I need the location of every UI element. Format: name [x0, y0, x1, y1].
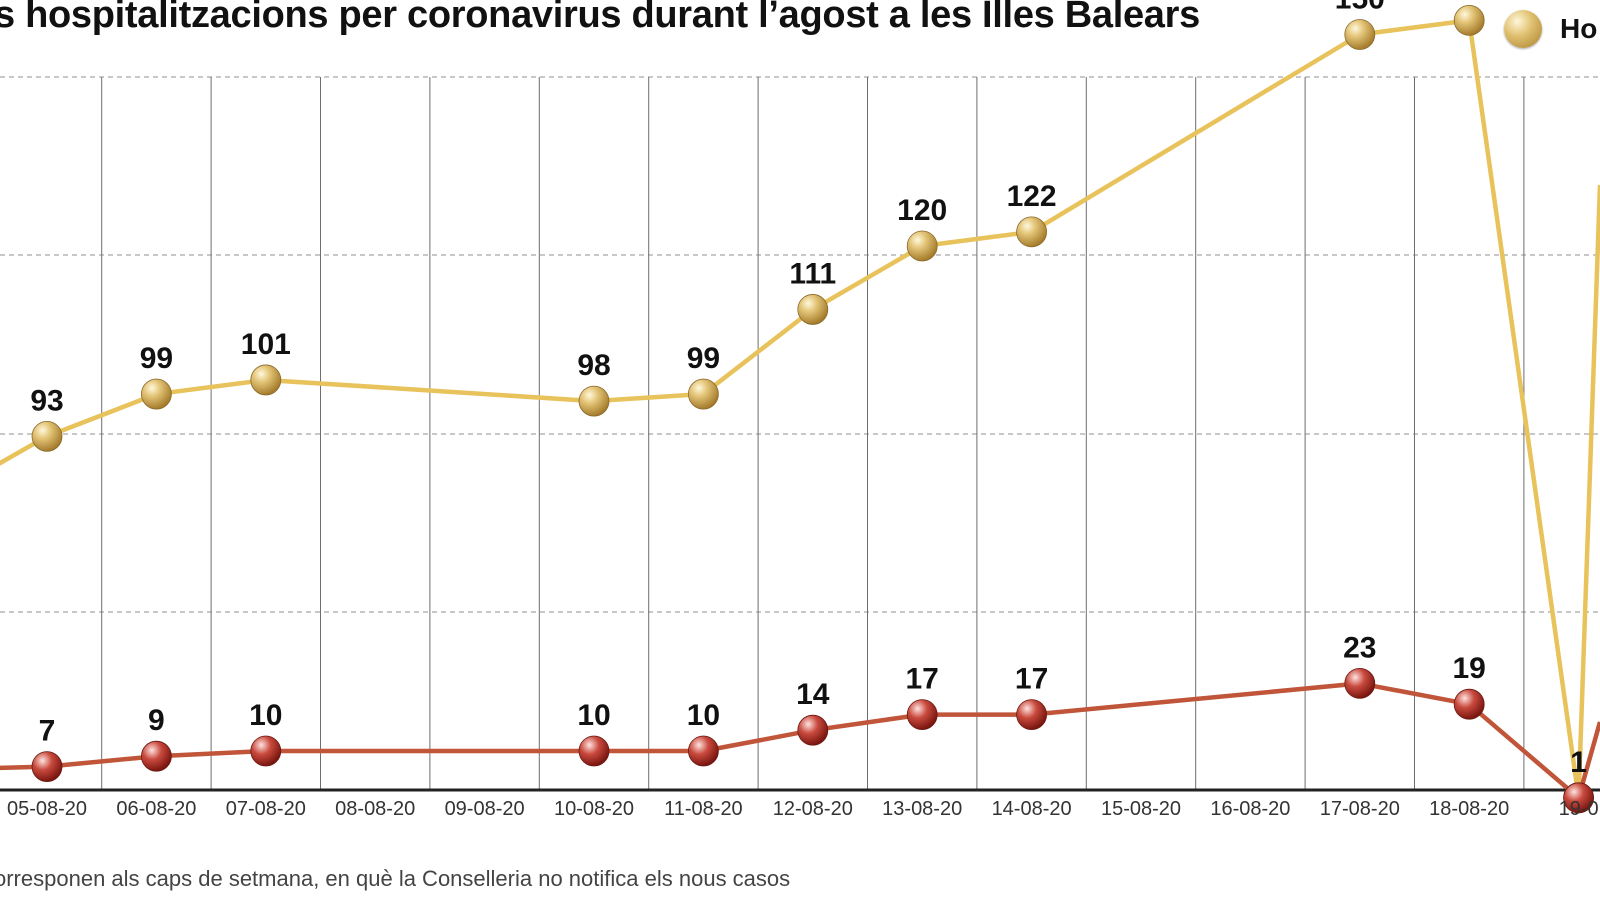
data-point — [688, 735, 719, 767]
series-points — [31, 4, 1594, 814]
data-label: 14 — [796, 678, 830, 711]
chart-title: s hospitalitzacions per coronavirus dura… — [0, 0, 1200, 36]
data-point — [688, 378, 719, 410]
data-label: 23 — [1343, 631, 1376, 664]
data-point — [1563, 782, 1594, 814]
data-label: 120 — [897, 194, 947, 227]
x-tick-labels: 05-08-20 06-08-20 07-08-20 08-08-20 09-08-20… — [7, 798, 1599, 820]
data-point — [140, 378, 172, 410]
data-point — [1453, 4, 1485, 36]
data-label: 10 — [687, 699, 720, 732]
x-tick-label: 18-08-20 — [1429, 798, 1509, 820]
data-point — [1016, 216, 1047, 248]
x-tick-label: 07-08-20 — [226, 798, 306, 820]
data-label: 10 — [577, 699, 610, 732]
grid — [0, 76, 1600, 792]
x-tick-label: 08-08-20 — [335, 798, 415, 820]
data-label: 111 — [789, 257, 836, 290]
data-label: 101 — [241, 328, 291, 361]
x-tick-label: 10-08-20 — [554, 798, 634, 820]
x-tick-label: 06-08-20 — [116, 798, 196, 820]
data-label: 19 — [1453, 652, 1486, 685]
data-point — [906, 230, 938, 262]
data-point — [1344, 668, 1376, 699]
x-tick-label: 15-08-20 — [1101, 798, 1181, 820]
data-point — [1453, 688, 1485, 720]
data-point — [31, 420, 63, 452]
data-label: 17 — [1015, 663, 1048, 696]
legend-label: Ho — [1560, 13, 1598, 44]
data-point — [797, 294, 829, 325]
data-point — [140, 740, 172, 772]
x-tick-label: 13-08-20 — [882, 798, 962, 820]
data-point — [31, 751, 63, 782]
data-point — [1344, 19, 1376, 50]
data-label: 10 — [249, 699, 282, 732]
data-point — [250, 364, 282, 396]
data-label: 98 — [577, 349, 610, 382]
data-label: 150 — [1335, 0, 1385, 16]
x-tick-label: 09-08-20 — [445, 798, 525, 820]
data-label: 122 — [1007, 180, 1057, 213]
data-point — [250, 735, 282, 767]
data-label: 99 — [140, 342, 173, 375]
data-label: 1 — [1570, 746, 1587, 779]
data-point — [1016, 699, 1047, 730]
data-point — [906, 699, 938, 730]
data-label: 93 — [30, 384, 63, 417]
data-label: 152 — [1444, 0, 1494, 1]
data-label: 1 — [1570, 746, 1587, 779]
x-tick-label: 14-08-20 — [992, 798, 1072, 820]
x-tick-label: 12-08-20 — [773, 798, 853, 820]
x-tick-label: 19-0 — [1559, 798, 1599, 820]
data-point — [797, 714, 829, 746]
x-tick-label: 05-08-20 — [7, 798, 87, 820]
x-tick-label: 16-08-20 — [1210, 798, 1290, 820]
data-label: 9 — [148, 704, 165, 737]
x-tick-label: 17-08-20 — [1320, 798, 1400, 820]
data-label: 99 — [687, 342, 720, 375]
x-tick-label: 11-08-20 — [664, 798, 743, 820]
data-point — [578, 735, 610, 767]
data-labels: 9399101989911112012215015217910101014171… — [30, 0, 1587, 779]
legend-marker-icon — [1504, 10, 1542, 48]
data-label: 17 — [906, 663, 939, 696]
data-label: 7 — [39, 715, 56, 748]
data-point — [578, 385, 610, 417]
footnote: orresponen als caps de setmana, en què l… — [0, 866, 791, 891]
